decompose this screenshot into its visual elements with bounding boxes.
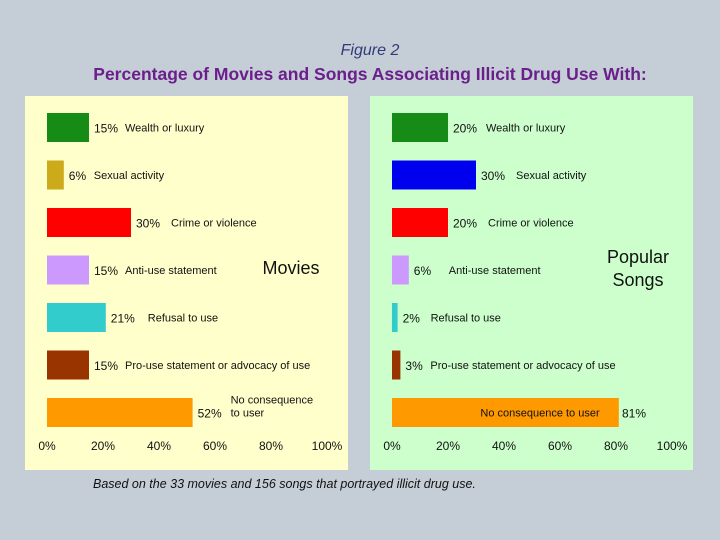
- value-label-3: 20%: [453, 217, 477, 231]
- bar-1: [392, 113, 448, 142]
- value-label-1: 20%: [453, 122, 477, 136]
- value-label-4: 6%: [414, 264, 432, 278]
- category-label-5: Refusal to use: [148, 313, 218, 325]
- value-label-7: 81%: [622, 407, 646, 421]
- value-label-4: 15%: [94, 264, 118, 278]
- category-label-2: Sexual activity: [516, 170, 587, 182]
- x-tick-label-2: 20%: [436, 439, 460, 453]
- bar-1: [47, 113, 89, 142]
- bar-3: [392, 208, 448, 237]
- category-label-7-line-1: No consequence: [231, 395, 314, 407]
- x-tick-label-3: 40%: [147, 439, 171, 453]
- category-label-7-line-2: to user: [231, 408, 265, 420]
- bar-3: [47, 208, 131, 237]
- songs-bar-chart: 20% Wealth or luxury 30% Sexual activity 20%…: [383, 113, 688, 453]
- category-label-3: Crime or violence: [171, 218, 257, 230]
- value-label-6: 3%: [405, 359, 423, 373]
- x-tick-label-3: 40%: [492, 439, 516, 453]
- category-label-2: Sexual activity: [94, 170, 165, 182]
- category-label-6: Pro-use statement or advocacy of use: [125, 360, 310, 372]
- bar-5: [47, 303, 106, 332]
- category-label-7: No consequence to user: [480, 408, 600, 420]
- category-label-6: Pro-use statement or advocacy of use: [430, 360, 615, 372]
- value-label-3: 30%: [136, 217, 160, 231]
- x-tick-label-2: 20%: [91, 439, 115, 453]
- category-label-5: Refusal to use: [431, 313, 501, 325]
- bar-7: [392, 398, 619, 427]
- value-label-1: 15%: [94, 122, 118, 136]
- bar-4: [392, 255, 409, 285]
- bar-7: [47, 398, 193, 427]
- value-label-6: 15%: [94, 359, 118, 373]
- x-tick-label-4: 60%: [203, 439, 227, 453]
- value-label-2: 30%: [481, 169, 505, 183]
- bar-2: [47, 160, 64, 190]
- category-label-1: Wealth or luxury: [125, 123, 205, 135]
- bar-5: [392, 303, 398, 332]
- x-tick-label-5: 80%: [604, 439, 628, 453]
- value-label-5: 21%: [111, 312, 135, 326]
- songs-chart-panel: 20% Wealth or luxury 30% Sexual activity 20%…: [370, 96, 693, 470]
- category-label-4: Anti-use statement: [449, 265, 541, 277]
- x-tick-label-4: 60%: [548, 439, 572, 453]
- value-label-2: 6%: [69, 169, 87, 183]
- chart-title: Percentage of Movies and Songs Associati…: [93, 64, 647, 84]
- bar-4: [47, 255, 89, 285]
- x-tick-label-6: 100%: [312, 439, 343, 453]
- figure-label: Figure 2: [340, 42, 400, 59]
- x-tick-label-6: 100%: [657, 439, 688, 453]
- bar-6: [47, 350, 89, 380]
- x-tick-label-1: 0%: [38, 439, 56, 453]
- movies-bar-chart: 15% Wealth or luxury 6% Sexual activity 30% C…: [38, 113, 343, 453]
- category-label-1: Wealth or luxury: [486, 123, 566, 135]
- category-label-4: Anti-use statement: [125, 265, 217, 277]
- value-label-7: 52%: [198, 407, 222, 421]
- value-label-5: 2%: [403, 312, 421, 326]
- bar-6: [392, 350, 401, 380]
- movies-panel-title: Movies: [262, 258, 319, 278]
- bar-2: [392, 160, 476, 190]
- x-tick-label-1: 0%: [383, 439, 401, 453]
- category-label-3: Crime or violence: [488, 218, 574, 230]
- x-tick-label-5: 80%: [259, 439, 283, 453]
- songs-panel-title-line-1: Popular: [607, 247, 669, 267]
- songs-panel-title-line-2: Songs: [612, 270, 663, 290]
- movies-chart-panel: 15% Wealth or luxury 6% Sexual activity 30% C…: [25, 96, 348, 470]
- footnote: Based on the 33 movies and 156 songs tha…: [93, 477, 476, 491]
